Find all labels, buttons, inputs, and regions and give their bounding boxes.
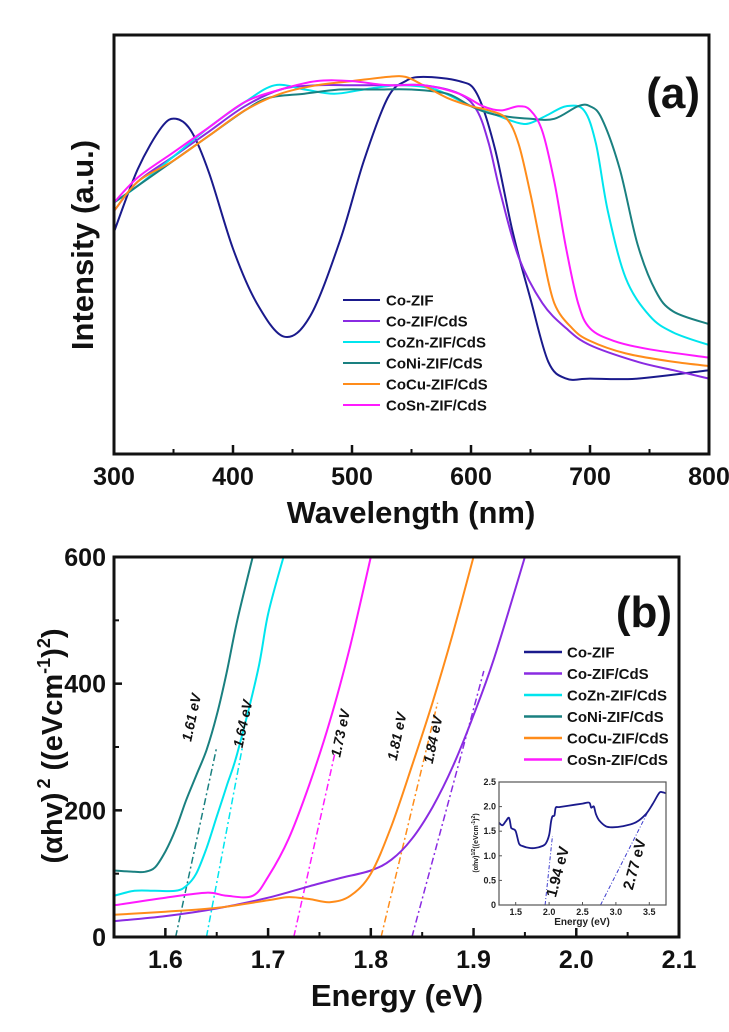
inset-y-tick-label: 2.5 [483, 777, 496, 787]
panel-a-legend: Co-ZIF Co-ZIF/CdS CoZn-ZIF/CdS CoNi-ZIF/CdS… [343, 293, 488, 415]
inset-ylabel-sup2: -1 [471, 821, 477, 826]
inset-y-tick-label: 1.0 [483, 851, 496, 861]
legend-label-cosn-zif-cds: CoSn-ZIF/CdS [567, 752, 668, 769]
series-line-coni-zif-cds [113, 88, 710, 326]
b-ylabel-sup3: 2 [34, 638, 54, 648]
x-tick-label: 1.8 [353, 946, 388, 974]
inset-ylabel-main: (αhv) [473, 856, 480, 873]
panel-b: 1.6 1.7 1.8 1.9 2.0 2.1 0 200 400 600 1.61 eV 1.6… [34, 544, 696, 1013]
b-ylabel-units: ((eVcm [37, 674, 69, 771]
series-line-cozn-zif-cds [113, 556, 285, 897]
x-tick-label: 700 [569, 463, 611, 491]
inset-ylabel-end: ) [473, 813, 480, 815]
series-line-cosn-zif-cds [113, 79, 710, 359]
b-ylabel-sup2: -1 [34, 658, 54, 674]
legend-label-coni-zif-cds: CoNi-ZIF/CdS [567, 709, 664, 726]
inset-y-tick-label: 1.5 [483, 826, 496, 836]
panel-b-y-ticks: 0 200 400 600 [64, 544, 122, 952]
y-tick-label: 0 [92, 924, 106, 952]
inset-y-ticks: 0 0.5 1.0 1.5 2.0 2.5 [483, 777, 502, 910]
panel-a-x-title: Wavelength (nm) [287, 495, 536, 530]
inset-tangent-lines [544, 808, 650, 906]
b-ylabel-main: (αhv) [37, 793, 69, 864]
b-ylabel-close: ) [37, 648, 69, 658]
x-tick-label: 800 [688, 463, 729, 491]
inset-series-line-co-zif [498, 790, 667, 850]
tangent-line-co-zif-cds [411, 670, 485, 938]
inset-x-title: Energy (eV) [554, 917, 610, 928]
series-line-co-zif-cds [113, 556, 526, 923]
legend-label-co-zif-cds: Co-ZIF/CdS [386, 314, 468, 331]
y-tick-label: 400 [64, 671, 106, 699]
legend-label-cozn-zif-cds: CoZn-ZIF/CdS [386, 335, 486, 352]
inset-y-title: (αhv)1/2((eVcm-1)2) [471, 813, 480, 872]
inset-y-tick-label: 2.0 [483, 802, 496, 812]
inset-x-tick-label: 2.0 [543, 907, 556, 917]
legend-label-cocu-zif-cds: CoCu-ZIF/CdS [386, 377, 488, 394]
series-line-co-zif [113, 75, 710, 381]
legend-label-cocu-zif-cds: CoCu-ZIF/CdS [567, 731, 669, 748]
panel-b-gap-annotations: 1.61 eV 1.64 eV 1.73 eV 1.81 eV 1.84 eV [178, 691, 445, 765]
panel-a-curves [113, 75, 710, 381]
series-line-cosn-zif-cds [113, 556, 372, 907]
x-tick-label: 2.0 [559, 946, 594, 974]
inset-x-tick-label: 3.5 [643, 907, 656, 917]
panel-b-legend: Co-ZIF Co-ZIF/CdS CoZn-ZIF/CdS CoNi-ZIF/CdS… [524, 645, 669, 769]
x-tick-label: 2.1 [662, 946, 697, 974]
panel-a-y-title: Intensity (a.u.) [65, 140, 100, 350]
x-tick-label: 300 [93, 463, 135, 491]
panel-b-x-ticks: 1.6 1.7 1.8 1.9 2.0 2.1 [148, 928, 696, 974]
x-tick-label: 1.9 [456, 946, 491, 974]
y-tick-label: 200 [64, 797, 106, 825]
x-tick-label: 400 [212, 463, 254, 491]
tangent-line-cozn-zif-cds [205, 746, 244, 938]
x-tick-label: 500 [331, 463, 373, 491]
panel-a-x-ticks: 300 400 500 600 700 800 [93, 445, 729, 491]
legend-label-coni-zif-cds: CoNi-ZIF/CdS [386, 356, 483, 373]
legend-label-cosn-zif-cds: CoSn-ZIF/CdS [386, 398, 487, 415]
tangent-line-coni-zif-cds [174, 746, 218, 938]
b-ylabel-end: ) [37, 628, 69, 638]
inset-ylabel-sup1: 1/2 [471, 848, 477, 855]
panel-a: 300 400 500 600 700 800 (a) Wavelength (nm) I… [65, 33, 729, 530]
panel-b-curves [113, 556, 526, 923]
panel-b-y-title: (αhv)2((eVcm-1)2) [34, 628, 69, 863]
legend-label-co-zif-cds: Co-ZIF/CdS [567, 666, 649, 683]
panel-a-label: (a) [646, 69, 700, 118]
legend-label-co-zif: Co-ZIF [567, 645, 614, 662]
panel-b-inset: 1.5 2.0 2.5 3.0 3.5 00.51.01.52.02.5 1.94 eV… [471, 777, 667, 928]
inset-x-tick-label: 2.5 [576, 907, 589, 917]
inset-x-ticks: 1.5 2.0 2.5 3.0 3.5 [509, 902, 656, 917]
inset-x-tick-label: 3.0 [610, 907, 623, 917]
tangent-line-cocu-zif-cds [380, 702, 439, 938]
inset-tangent-line [544, 836, 553, 906]
inset-ylabel-close: ) [473, 818, 480, 820]
gap-annotation: 1.64 eV [230, 697, 256, 749]
b-ylabel-sup1: 2 [34, 779, 54, 789]
panel-b-tangent-lines [174, 670, 485, 938]
series-line-coni-zif-cds [113, 556, 254, 874]
x-tick-label: 1.6 [148, 946, 183, 974]
y-tick-label: 600 [64, 544, 106, 572]
inset-curves [498, 790, 667, 850]
inset-ylabel-units: ((eVcm [473, 825, 480, 848]
inset-background [499, 782, 666, 905]
inset-y-tick-label: 0 [491, 900, 496, 910]
inset-x-tick-label: 1.5 [509, 907, 522, 917]
gap-annotation: 1.61 eV [178, 691, 204, 743]
x-tick-label: 1.7 [251, 946, 286, 974]
tangent-line-cosn-zif-cds [293, 753, 336, 938]
gap-annotation: 1.84 eV [420, 713, 446, 765]
panel-b-label: (b) [616, 588, 672, 637]
legend-label-cozn-zif-cds: CoZn-ZIF/CdS [567, 688, 667, 705]
legend-label-co-zif: Co-ZIF [386, 293, 433, 310]
panel-b-x-title: Energy (eV) [311, 978, 483, 1013]
gap-annotation: 1.81 eV [384, 710, 410, 762]
series-line-cocu-zif-cds [113, 556, 475, 916]
series-line-cocu-zif-cds [113, 75, 710, 367]
x-tick-label: 600 [450, 463, 492, 491]
inset-ylabel-sup3: 2 [471, 815, 477, 818]
inset-y-tick-label: 0.5 [483, 875, 496, 885]
